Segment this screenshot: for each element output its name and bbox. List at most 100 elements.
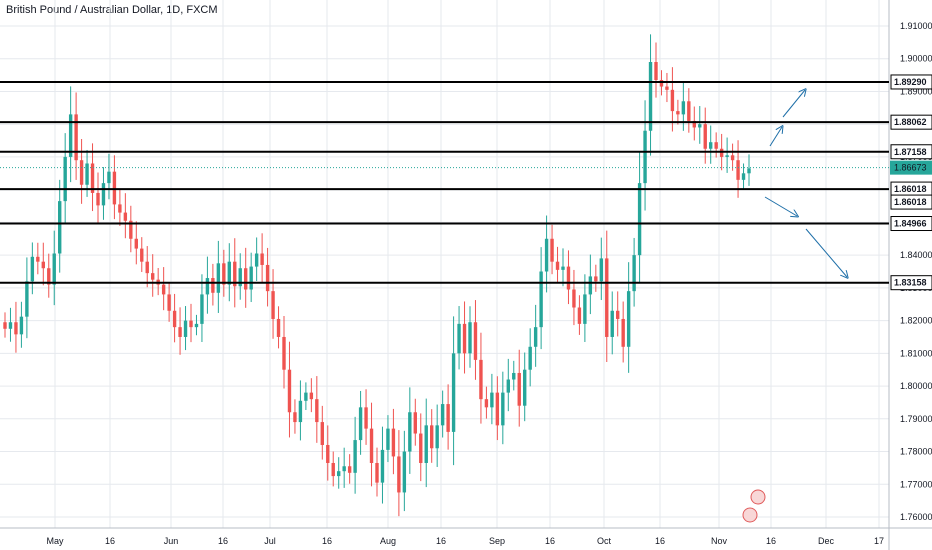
candle-body [347, 466, 352, 473]
candle-body [189, 320, 193, 328]
x-tick-label: Jul [264, 536, 276, 546]
candle-body [747, 168, 751, 174]
marker-price-label: 1.86018 [894, 197, 927, 207]
y-tick-label: 1.90000 [900, 54, 932, 64]
x-tick-label: Oct [597, 536, 612, 546]
y-tick-label: 1.89000 [900, 86, 932, 96]
candle-body [632, 255, 636, 292]
candle-body [19, 316, 24, 335]
candle-body [435, 425, 439, 449]
candle-body [440, 404, 445, 426]
candle-body [205, 278, 210, 295]
candle-body [408, 412, 412, 452]
candle-body [741, 173, 746, 180]
candle-body [287, 369, 292, 413]
x-tick-label: 16 [436, 536, 446, 546]
candle-body [161, 284, 166, 295]
level-price-tag [890, 216, 932, 232]
candle-body [698, 124, 702, 128]
candle-body [260, 253, 264, 265]
candle-body [550, 238, 554, 262]
candle-body [90, 163, 95, 193]
candle-body [364, 407, 368, 429]
candle-body [605, 258, 609, 337]
level-price-tag [890, 275, 932, 291]
level-price-tag [890, 74, 932, 90]
candle-body [145, 261, 149, 274]
candle-body [8, 322, 13, 329]
candle-body [96, 192, 100, 206]
candle-body [304, 392, 308, 401]
candle-body [424, 425, 428, 463]
candle-body [320, 422, 324, 445]
candle-body [129, 220, 133, 239]
candle-body [85, 163, 89, 185]
candle-body [380, 449, 385, 483]
candle-body [101, 183, 106, 206]
candle-body [610, 310, 614, 337]
candle-body [402, 451, 407, 493]
candle-body [648, 62, 653, 131]
candle-body [52, 253, 56, 285]
candle-body [517, 372, 521, 406]
candle-body [249, 266, 253, 290]
candle-body [594, 276, 598, 282]
candle-body [14, 322, 18, 335]
candle-body [151, 273, 155, 280]
y-tick-label: 1.81000 [900, 348, 932, 358]
candle-body [730, 155, 735, 161]
candle-body [172, 310, 177, 328]
candle-body [430, 425, 434, 449]
candle-body [211, 278, 215, 293]
y-tick-label: 1.78000 [900, 447, 932, 457]
candle-body [616, 310, 620, 319]
current-price-label: 1.86673 [894, 163, 927, 173]
x-tick-label: 16 [655, 536, 665, 546]
candle-body [326, 444, 330, 463]
candle-body [118, 204, 122, 213]
candle-body [140, 248, 144, 262]
candle-body [555, 261, 560, 270]
candle-body [681, 101, 686, 115]
candle-body [588, 276, 593, 295]
candle-body [74, 114, 78, 161]
candle-body [227, 261, 231, 285]
candle-body [703, 124, 707, 149]
candle-body [561, 266, 565, 270]
candle-body [446, 404, 450, 432]
candle-body [254, 253, 259, 267]
candle-body [315, 399, 319, 423]
candle-body [194, 323, 199, 328]
candle-body [692, 120, 696, 128]
candle-body [386, 428, 390, 450]
x-tick-label: 16 [322, 536, 332, 546]
candle-body [107, 171, 111, 184]
candle-body [528, 346, 532, 370]
x-tick-label: 16 [105, 536, 115, 546]
candle-body [298, 400, 303, 423]
candle-body [506, 379, 510, 393]
x-tick-label: 16 [766, 536, 776, 546]
candle-body [501, 392, 505, 426]
x-tick-label: Nov [711, 536, 728, 546]
candle-body [687, 101, 691, 121]
x-tick-label: Jun [164, 536, 179, 546]
candle-body [238, 268, 242, 287]
candle-body [244, 268, 248, 290]
y-tick-label: 1.82000 [900, 316, 932, 326]
candle-body [282, 336, 286, 370]
candle-body [265, 264, 270, 292]
candle-body [293, 412, 297, 423]
candle-body [358, 407, 363, 441]
candle-body [397, 456, 401, 493]
x-tick-label: Dec [818, 536, 835, 546]
candle-body [200, 294, 204, 324]
x-tick-label: May [46, 536, 64, 546]
candle-body [725, 155, 729, 157]
candle-body [271, 291, 275, 319]
candle-body [79, 160, 84, 185]
candle-body [479, 359, 483, 400]
event-icon [750, 489, 766, 505]
projection-arrow [769, 127, 782, 147]
